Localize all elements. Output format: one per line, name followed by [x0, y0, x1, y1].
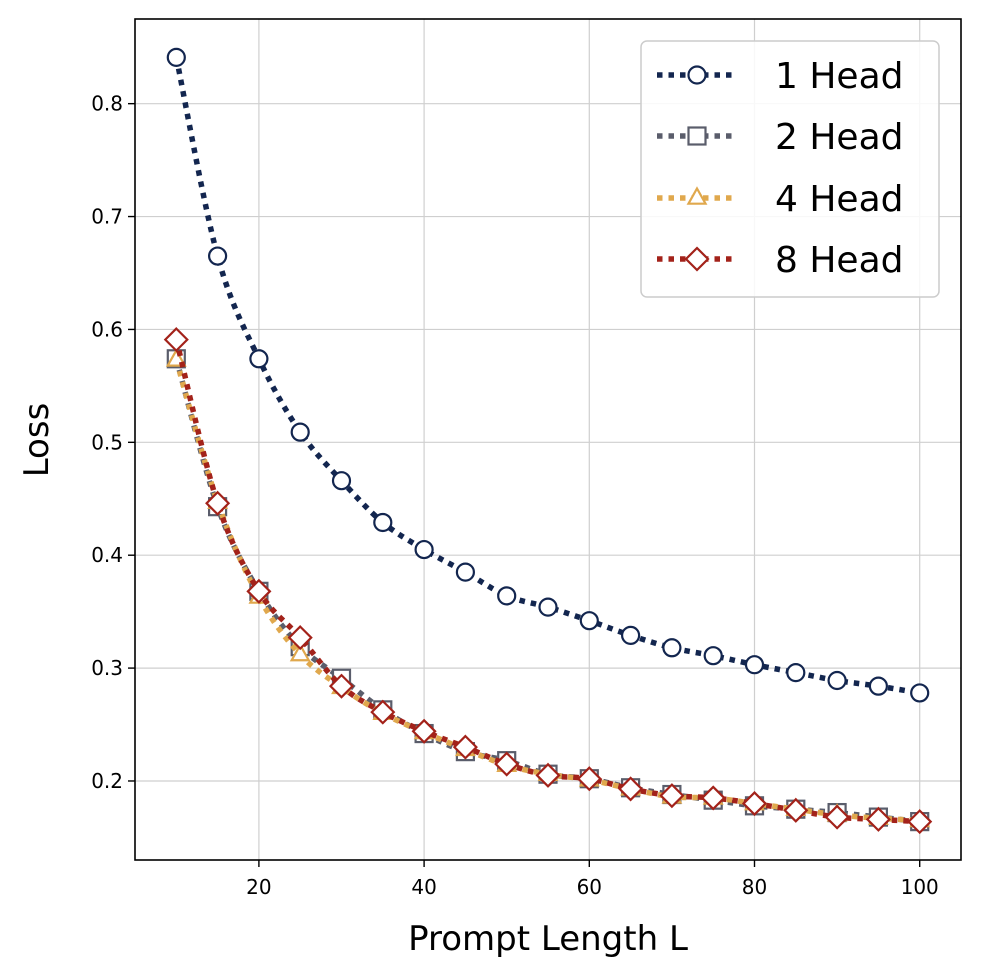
y-tick-label: 0.6	[91, 317, 123, 341]
x-tick-label: 100	[901, 875, 939, 899]
data-point	[786, 663, 806, 683]
data-point	[452, 734, 478, 760]
legend-marker	[687, 126, 707, 146]
data-point	[618, 776, 644, 802]
legend-marker	[686, 186, 708, 205]
data-point	[741, 791, 768, 817]
data-point	[331, 471, 352, 491]
series-circle	[166, 47, 930, 703]
data-point	[290, 422, 310, 442]
data-point	[494, 751, 520, 777]
data-point	[783, 797, 809, 823]
y-tick-label: 0.3	[91, 656, 123, 680]
legend-item: 1 Head	[657, 56, 903, 97]
data-point	[907, 809, 933, 835]
data-point	[287, 625, 313, 651]
data-point	[868, 676, 889, 696]
data-point	[205, 490, 231, 516]
data-point	[744, 655, 765, 675]
data-point	[659, 783, 685, 809]
y-axis-label: Loss	[17, 403, 57, 478]
series-layer	[163, 47, 933, 835]
data-point	[662, 638, 682, 658]
legend-marker	[687, 65, 707, 85]
legend-frame	[640, 40, 940, 298]
legend-label: 4 Head	[775, 179, 903, 220]
series-diamond	[163, 327, 933, 835]
data-point	[576, 766, 602, 792]
x-axis-label: Prompt Length L	[408, 919, 688, 959]
data-point	[249, 349, 269, 369]
plot-frame	[134, 18, 962, 861]
data-point	[166, 47, 186, 67]
x-tick-label: 40	[411, 875, 436, 899]
x-tick-label: 60	[577, 875, 602, 899]
data-point	[827, 670, 847, 691]
data-point	[535, 762, 561, 788]
data-point	[824, 804, 850, 830]
data-point	[700, 785, 726, 811]
data-point	[579, 611, 599, 631]
data-point	[910, 683, 930, 703]
data-point	[289, 642, 311, 662]
legend: 1 Head 2 Head 4 Head 8 Head	[640, 40, 940, 298]
y-tick-label: 0.2	[91, 769, 123, 793]
data-point	[538, 597, 558, 617]
data-point	[414, 539, 434, 560]
legend-item: 4 Head	[657, 179, 903, 220]
data-point	[163, 327, 189, 353]
data-point	[370, 699, 396, 725]
data-point	[411, 718, 437, 744]
data-point	[455, 562, 475, 582]
y-tick-label: 0.8	[91, 92, 123, 116]
data-point	[328, 673, 355, 699]
data-point	[373, 512, 393, 533]
legend-item: 8 Head	[657, 240, 903, 281]
data-point	[208, 246, 228, 266]
y-tick-label: 0.4	[91, 543, 123, 567]
y-tick-label: 0.7	[91, 205, 123, 229]
data-point	[620, 625, 641, 645]
legend-label: 2 Head	[775, 117, 903, 158]
data-point	[165, 348, 187, 367]
data-point	[865, 806, 891, 832]
legend-marker	[684, 246, 710, 272]
data-point	[703, 646, 723, 666]
legend-item: 2 Head	[657, 117, 903, 158]
axis-ticks: 20 40 60 80 100 0.2 0.3 0.4 0.5 0.6 0.7 0.8	[91, 92, 939, 899]
x-tick-label: 80	[742, 875, 767, 899]
y-tick-label: 0.5	[91, 430, 123, 454]
legend-label: 1 Head	[775, 56, 903, 97]
legend-label: 8 Head	[775, 240, 903, 281]
x-tick-label: 20	[246, 875, 271, 899]
data-point	[497, 586, 517, 606]
data-point	[246, 578, 272, 604]
